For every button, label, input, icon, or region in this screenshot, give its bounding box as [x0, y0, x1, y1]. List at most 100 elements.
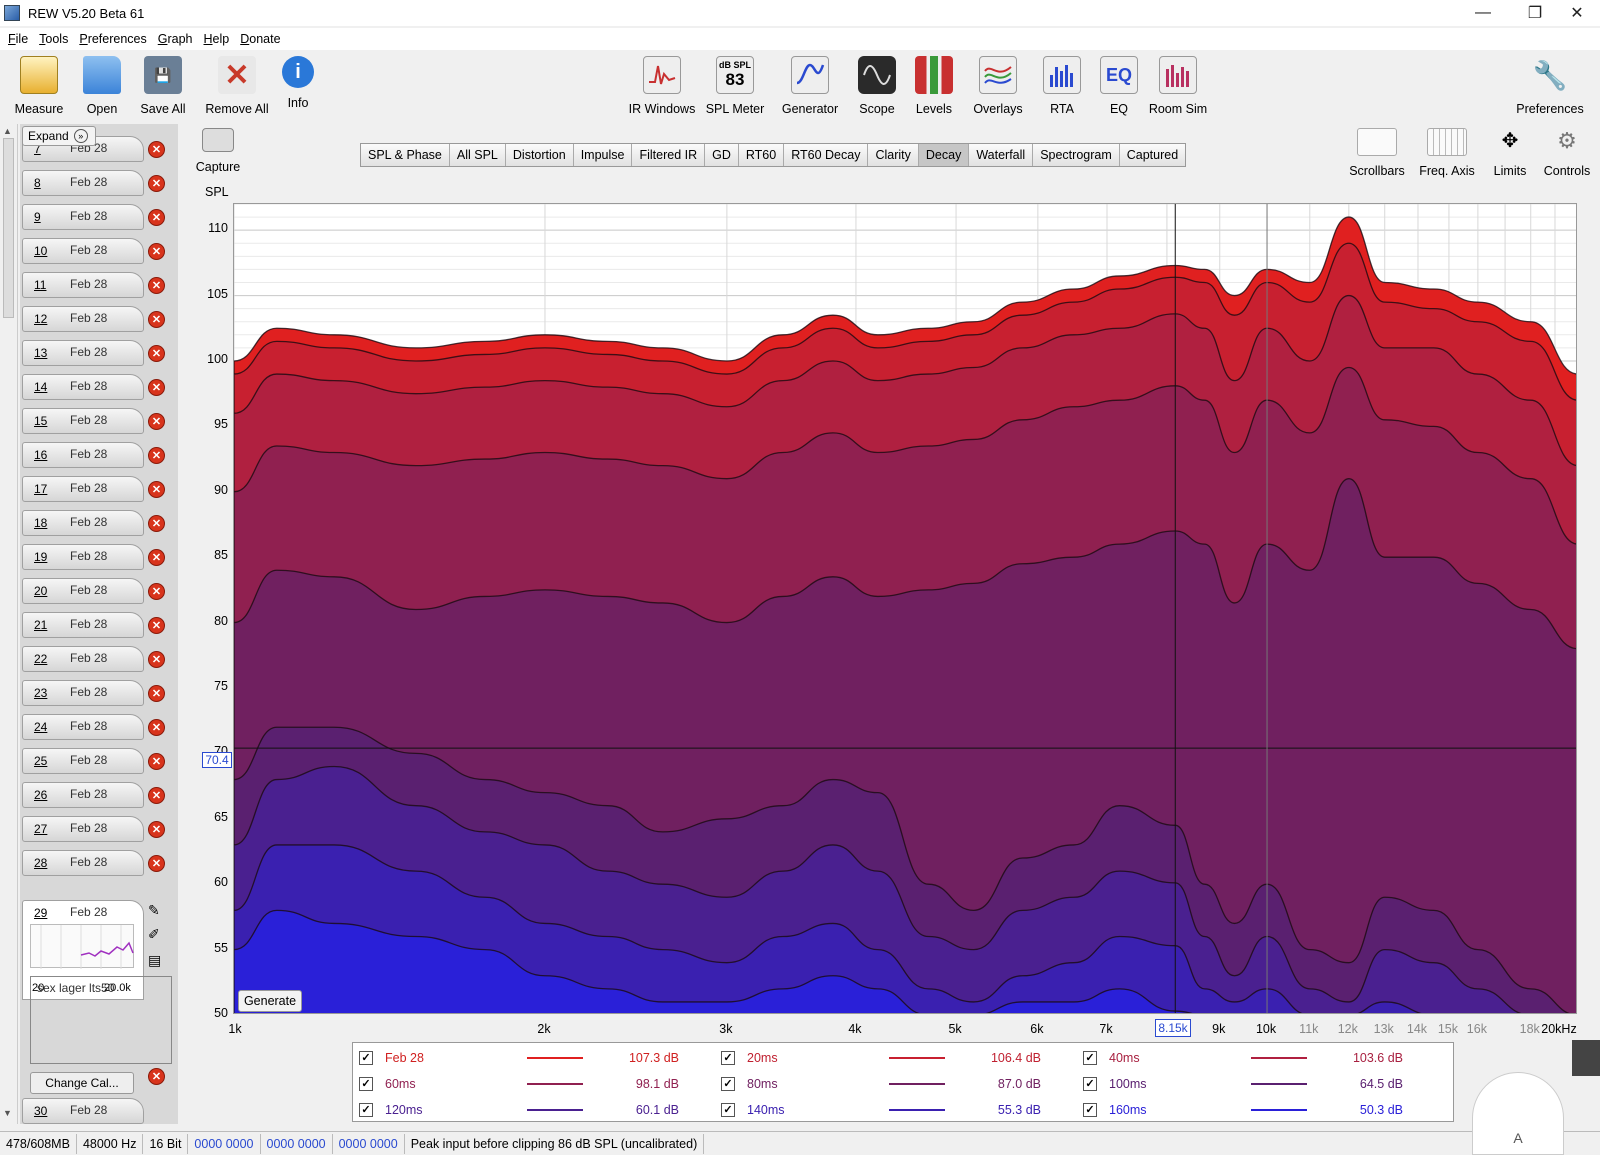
delete-measurement-icon[interactable]: ✕ — [148, 583, 165, 600]
change-cal-button[interactable]: Change Cal... — [30, 1072, 134, 1094]
menu-donate[interactable]: Donate — [240, 32, 281, 46]
delete-measurement-icon[interactable]: ✕ — [148, 311, 165, 328]
tab-spl-phase[interactable]: SPL & Phase — [361, 144, 450, 166]
decay-plot[interactable] — [233, 203, 1577, 1014]
delete-measurement-icon[interactable]: ✕ — [148, 243, 165, 260]
menu-tools[interactable]: Tools — [39, 32, 69, 46]
minimize-button[interactable]: — — [1475, 4, 1491, 21]
delete-measurement-icon[interactable]: ✕ — [148, 1068, 165, 1085]
measurement-row-selected[interactable]: 29 Feb 28 20 20.0k ✎ ✐ ▤ — [20, 898, 178, 1000]
tab-decay[interactable]: Decay — [918, 144, 970, 166]
measurement-row[interactable]: 8 Feb 28 ✕ — [20, 168, 178, 198]
limits-button[interactable]: ✥ Limits — [1475, 128, 1545, 178]
measurement-row[interactable]: 12 Feb 28 ✕ — [20, 304, 178, 334]
legend-checkbox[interactable]: ✓ — [1083, 1077, 1097, 1091]
measurement-row[interactable]: 15 Feb 28 ✕ — [20, 406, 178, 436]
delete-measurement-icon[interactable]: ✕ — [148, 651, 165, 668]
capture-button[interactable]: Capture — [193, 128, 243, 174]
measurement-row[interactable]: 25 Feb 28 ✕ — [20, 746, 178, 776]
levels-button[interactable]: Levels — [899, 56, 969, 116]
measurement-row[interactable]: 27 Feb 28 ✕ — [20, 814, 178, 844]
controls-button[interactable]: ⚙ Controls — [1532, 128, 1600, 178]
room-sim-button[interactable]: Room Sim — [1142, 56, 1214, 116]
tab-distortion[interactable]: Distortion — [505, 144, 574, 166]
delete-measurement-icon[interactable]: ✕ — [148, 787, 165, 804]
delete-measurement-icon[interactable]: ✕ — [148, 719, 165, 736]
delete-measurement-icon[interactable]: ✕ — [148, 379, 165, 396]
measurement-row[interactable]: 13 Feb 28 ✕ — [20, 338, 178, 368]
legend-checkbox[interactable]: ✓ — [359, 1051, 373, 1065]
scroll-down-arrow-icon[interactable]: ▼ — [3, 1108, 12, 1118]
info-button[interactable]: i Info — [263, 56, 333, 110]
edit-measurement-icon[interactable]: ✎ — [148, 902, 160, 918]
tab-filtered-ir[interactable]: Filtered IR — [632, 144, 706, 166]
measurement-row[interactable]: 19 Feb 28 ✕ — [20, 542, 178, 572]
measurement-row[interactable]: 21 Feb 28 ✕ — [20, 610, 178, 640]
measurement-row-last[interactable]: 30 Feb 28 — [20, 1096, 178, 1124]
measurement-row[interactable]: 28 Feb 28 ✕ — [20, 848, 178, 878]
rta-button[interactable]: RTA — [1028, 56, 1096, 116]
tab-rt60-decay[interactable]: RT60 Decay — [784, 144, 869, 166]
tab-spectrogram[interactable]: Spectrogram — [1033, 144, 1120, 166]
legend-checkbox[interactable]: ✓ — [721, 1051, 735, 1065]
tab-gd[interactable]: GD — [705, 144, 739, 166]
spl-meter-button[interactable]: dB SPL 83 SPL Meter — [700, 56, 770, 116]
generate-button[interactable]: Generate — [238, 990, 302, 1012]
delete-measurement-icon[interactable]: ✕ — [148, 481, 165, 498]
delete-measurement-icon[interactable]: ✕ — [148, 855, 165, 872]
overlays-button[interactable]: Overlays — [963, 56, 1033, 116]
delete-measurement-icon[interactable]: ✕ — [148, 515, 165, 532]
measurement-row[interactable]: 11 Feb 28 ✕ — [20, 270, 178, 300]
measurement-row[interactable]: 23 Feb 28 ✕ — [20, 678, 178, 708]
delete-measurement-icon[interactable]: ✕ — [148, 549, 165, 566]
delete-measurement-icon[interactable]: ✕ — [148, 447, 165, 464]
tab-rt60[interactable]: RT60 — [738, 144, 785, 166]
measurement-notes[interactable]: sex lager lts50 — [30, 976, 172, 1064]
side-panel-toggle[interactable] — [1572, 1040, 1600, 1076]
remove-all-button[interactable]: ✕ Remove All — [202, 56, 272, 116]
floating-action-button[interactable]: A — [1472, 1072, 1564, 1155]
measurement-row[interactable]: 10 Feb 28 ✕ — [20, 236, 178, 266]
legend-checkbox[interactable]: ✓ — [359, 1103, 373, 1117]
measurement-row[interactable]: 9 Feb 28 ✕ — [20, 202, 178, 232]
delete-measurement-icon[interactable]: ✕ — [148, 617, 165, 634]
measurement-row[interactable]: 16 Feb 28 ✕ — [20, 440, 178, 470]
generator-button[interactable]: Generator — [775, 56, 845, 116]
delete-measurement-icon[interactable]: ✕ — [148, 753, 165, 770]
measurement-row[interactable]: 14 Feb 28 ✕ — [20, 372, 178, 402]
freq-axis-button[interactable]: Freq. Axis — [1412, 128, 1482, 178]
legend-checkbox[interactable]: ✓ — [721, 1077, 735, 1091]
scroll-up-arrow-icon[interactable]: ▲ — [3, 126, 12, 136]
menu-file[interactable]: File — [8, 32, 29, 46]
save-all-button[interactable]: 💾 Save All — [128, 56, 198, 116]
menu-graph[interactable]: Graph — [157, 32, 193, 46]
tab-waterfall[interactable]: Waterfall — [969, 144, 1034, 166]
tab-captured[interactable]: Captured — [1119, 144, 1186, 166]
measurement-row[interactable]: 17 Feb 28 ✕ — [20, 474, 178, 504]
delete-measurement-icon[interactable]: ✕ — [148, 175, 165, 192]
open-button[interactable]: Open — [67, 56, 137, 116]
delete-measurement-icon[interactable]: ✕ — [148, 821, 165, 838]
close-button[interactable]: ✕ — [1570, 5, 1584, 22]
scope-button[interactable]: Scope — [842, 56, 912, 116]
pen-icon[interactable]: ✐ — [148, 926, 160, 942]
expand-button[interactable]: Expand » — [22, 126, 96, 146]
legend-checkbox[interactable]: ✓ — [1083, 1103, 1097, 1117]
measurement-row[interactable]: 24 Feb 28 ✕ — [20, 712, 178, 742]
tab-clarity[interactable]: Clarity — [868, 144, 919, 166]
scrollbar-thumb[interactable] — [3, 138, 14, 318]
legend-checkbox[interactable]: ✓ — [1083, 1051, 1097, 1065]
delete-measurement-icon[interactable]: ✕ — [148, 209, 165, 226]
delete-measurement-icon[interactable]: ✕ — [148, 345, 165, 362]
eq-button[interactable]: EQ EQ — [1084, 56, 1154, 116]
tab-all-spl[interactable]: All SPL — [449, 144, 506, 166]
legend-checkbox[interactable]: ✓ — [359, 1077, 373, 1091]
measure-button[interactable]: Measure — [4, 56, 74, 116]
document-icon[interactable]: ▤ — [148, 952, 162, 968]
measurement-row[interactable]: 20 Feb 28 ✕ — [20, 576, 178, 606]
measurement-row[interactable]: 22 Feb 28 ✕ — [20, 644, 178, 674]
delete-measurement-icon[interactable]: ✕ — [148, 277, 165, 294]
preferences-button[interactable]: 🔧 Preferences — [1514, 56, 1586, 117]
delete-measurement-icon[interactable]: ✕ — [148, 141, 165, 158]
legend-checkbox[interactable]: ✓ — [721, 1103, 735, 1117]
